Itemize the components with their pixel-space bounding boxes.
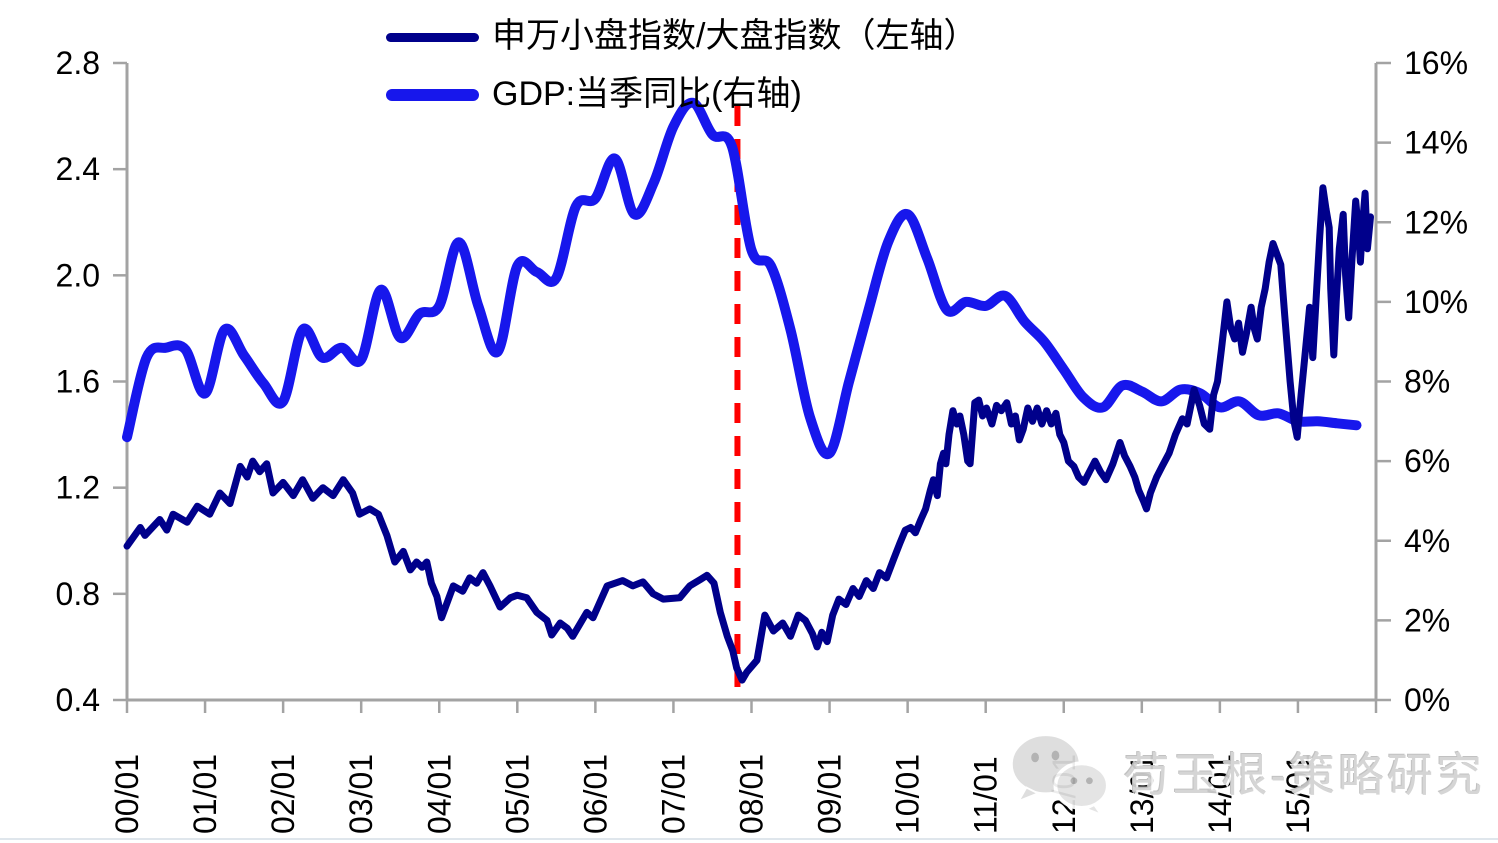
- x-axis-label: 06/01: [577, 754, 613, 834]
- gdp-line: [122, 97, 1362, 460]
- x-axis-label: 04/01: [421, 754, 457, 834]
- legend-label-ratio: 申万小盘指数/大盘指数（左轴）: [492, 17, 978, 56]
- right-axis-label: 4%: [1404, 523, 1450, 559]
- legend-label-gdp: GDP:当季同比(右轴): [492, 75, 802, 114]
- left-axis-label: 0.8: [56, 576, 100, 612]
- legend-item-ratio: 申万小盘指数/大盘指数（左轴）: [386, 16, 977, 58]
- x-axis-label: 09/01: [812, 754, 848, 834]
- right-axis-label: 6%: [1404, 443, 1450, 479]
- gdp-line-swatch: [386, 89, 479, 101]
- legend-item-gdp: GDP:当季同比(右轴): [386, 74, 802, 116]
- right-axis-label: 10%: [1404, 284, 1468, 320]
- left-axis-label: 1.6: [56, 364, 100, 400]
- x-axis-label: 03/01: [343, 754, 379, 834]
- left-axis-label: 1.2: [56, 470, 100, 506]
- x-axis-label: 15/01: [1280, 754, 1316, 834]
- x-axis-label: 11/01: [968, 756, 1004, 834]
- right-axis-label: 12%: [1404, 204, 1468, 240]
- right-axis-label: 16%: [1404, 45, 1468, 81]
- bottom-divider: [0, 838, 1498, 840]
- right-axis-label: 2%: [1404, 602, 1450, 638]
- right-axis-label: 0%: [1404, 682, 1450, 718]
- x-axis-label: 00/01: [109, 754, 145, 834]
- x-axis-label: 07/01: [655, 754, 691, 834]
- x-axis-label: 05/01: [499, 754, 535, 834]
- x-axis-label: 12/01: [1046, 754, 1082, 834]
- left-axis-label: 2.0: [56, 257, 100, 293]
- ratio-line-swatch: [386, 32, 479, 42]
- ratio-line: [123, 184, 1374, 684]
- left-axis-label: 2.8: [56, 45, 100, 81]
- x-axis-label: 10/01: [890, 754, 926, 834]
- left-axis-label: 0.4: [56, 682, 100, 718]
- x-axis-label: 01/01: [187, 754, 223, 834]
- x-axis-label: 08/01: [734, 754, 770, 834]
- right-axis-label: 8%: [1404, 364, 1450, 400]
- left-axis-label: 2.4: [56, 151, 100, 187]
- x-axis-label: 14/01: [1202, 754, 1238, 834]
- x-axis-label: 02/01: [265, 754, 301, 834]
- right-axis-label: 14%: [1404, 125, 1468, 161]
- x-axis-label: 13/01: [1124, 754, 1160, 834]
